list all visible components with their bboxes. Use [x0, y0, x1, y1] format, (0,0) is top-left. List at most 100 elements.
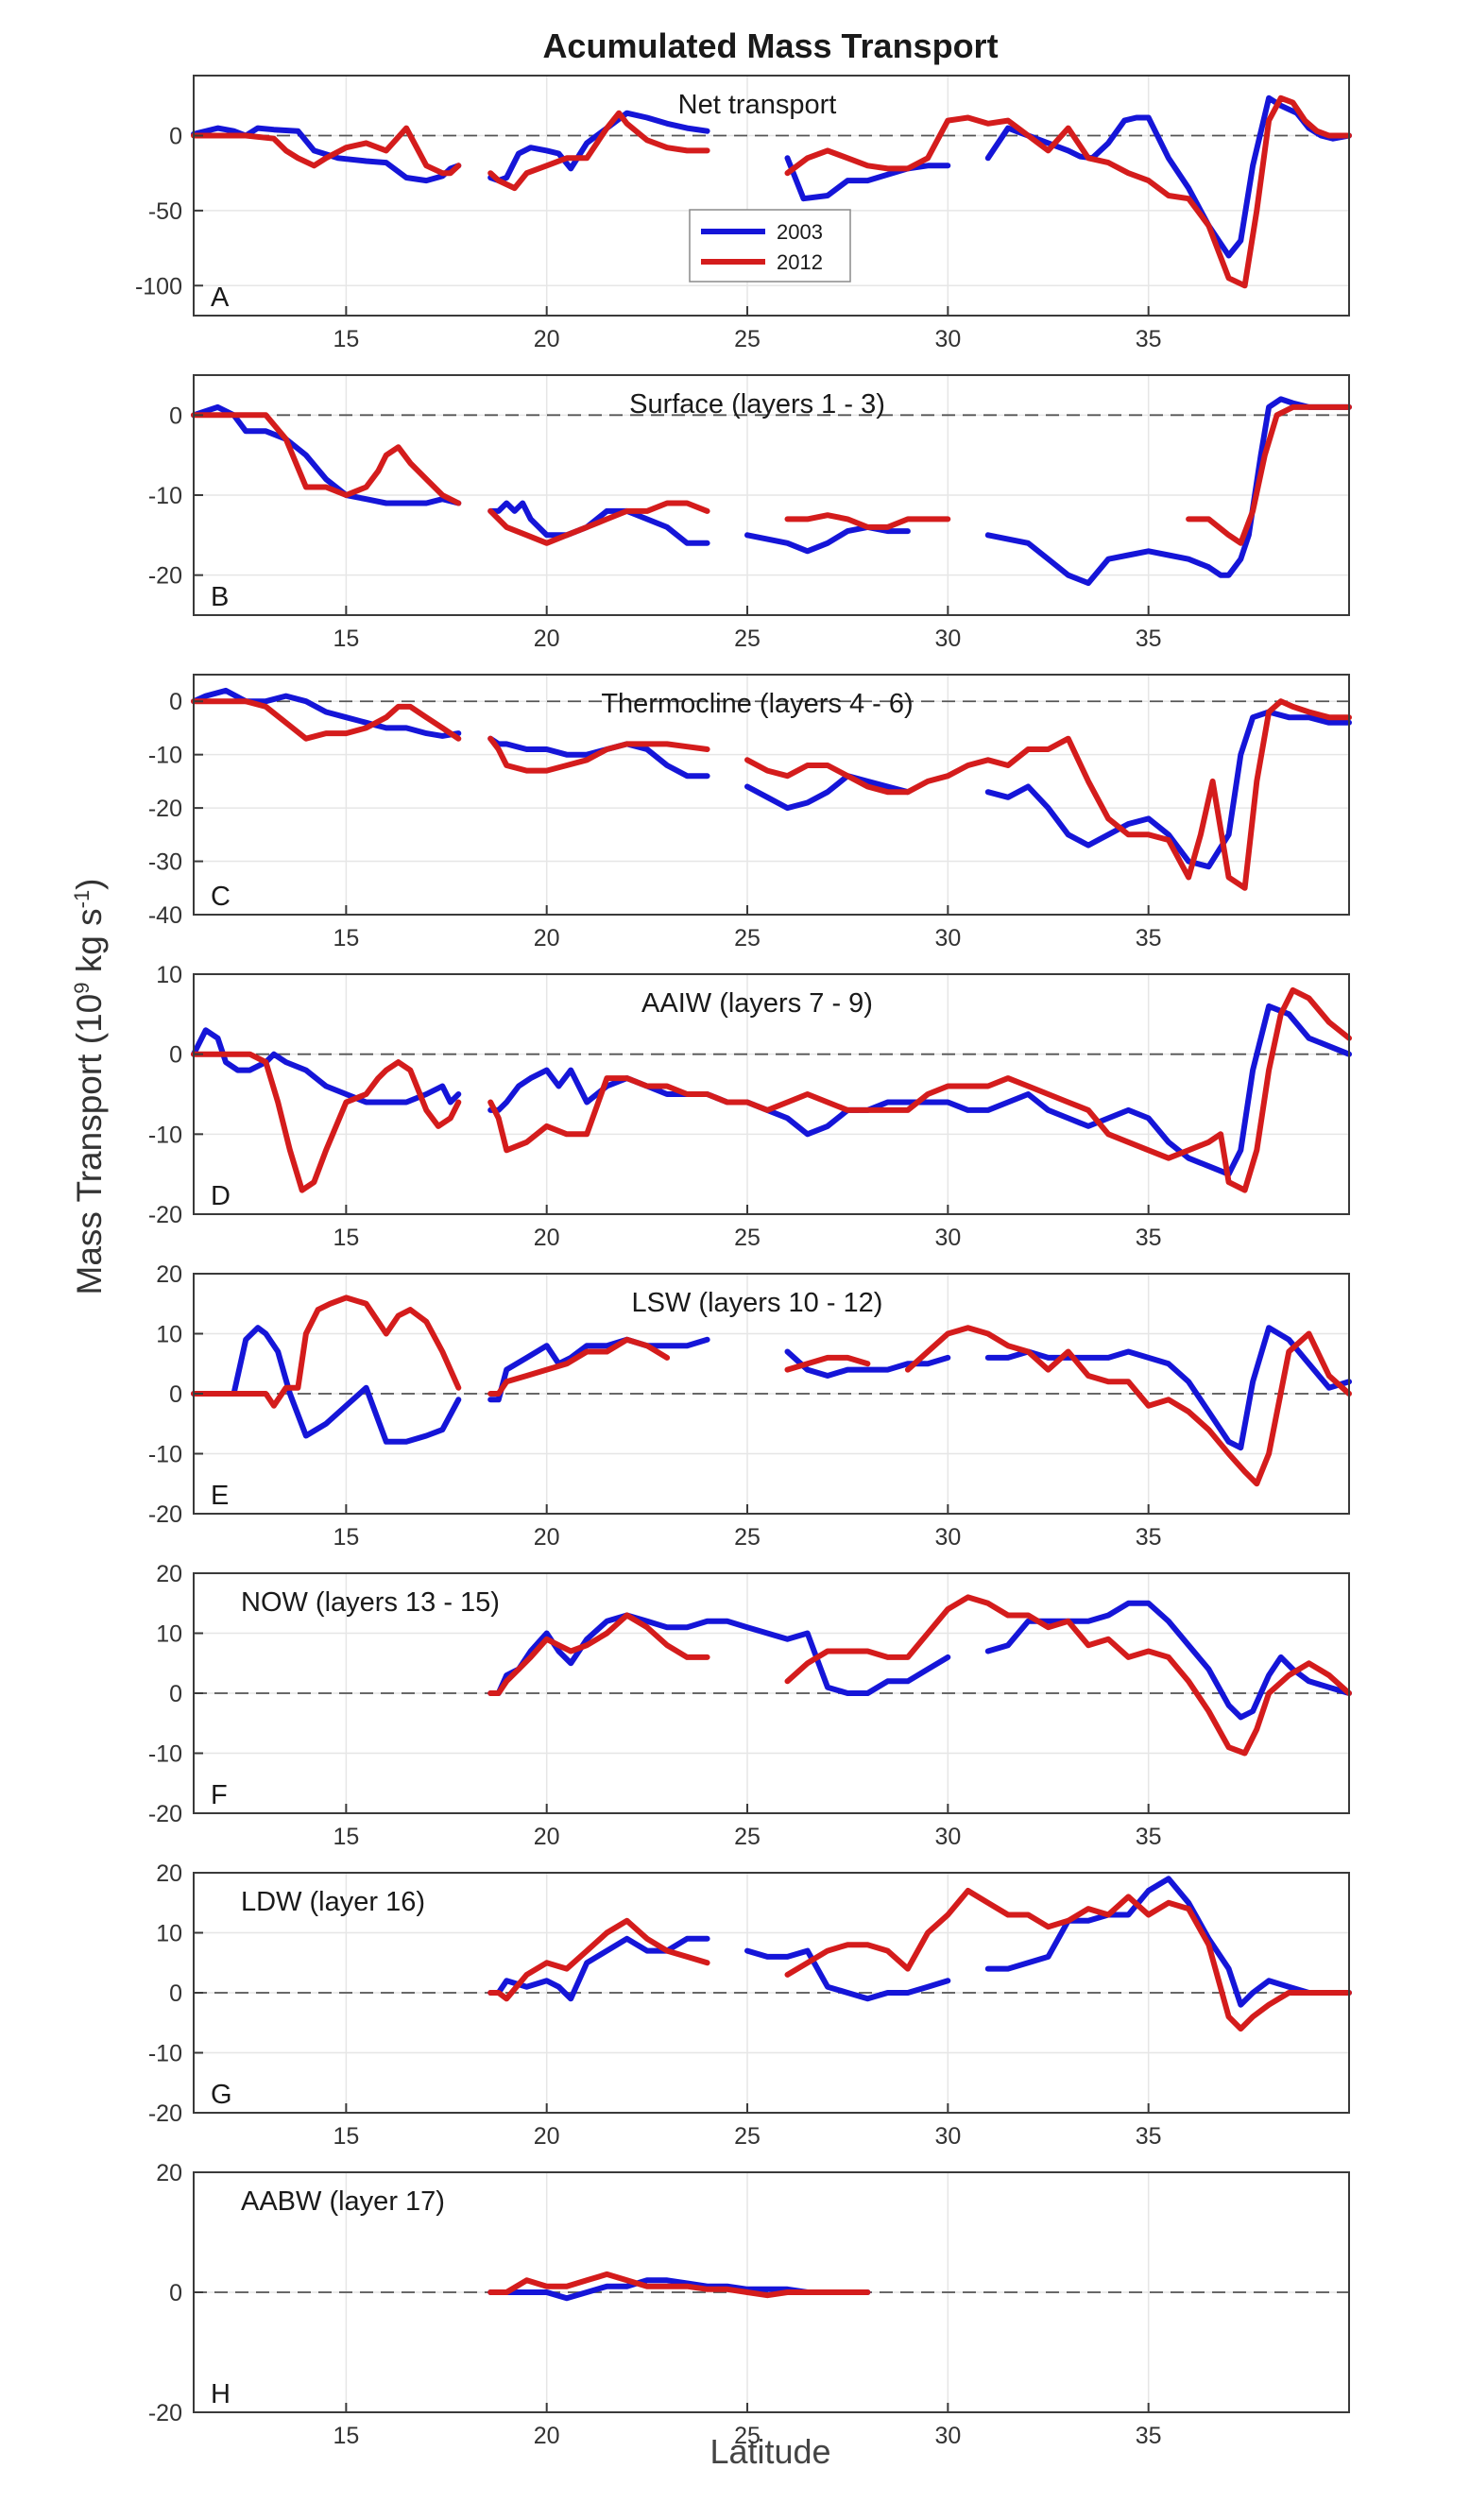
y-tick-label: 10	[156, 1621, 182, 1648]
series-line-2012	[487, 1888, 1352, 2032]
x-tick-label: 15	[333, 1225, 359, 1251]
y-tick-label: 20	[156, 1561, 182, 1587]
y-tick-label: -20	[148, 2100, 182, 2127]
series-line-2012	[191, 698, 1352, 891]
x-tick-label: 35	[1136, 1225, 1162, 1251]
y-tick-label: 20	[156, 2160, 182, 2186]
panel-G: 15 20 25 30 35 20 10 0 -10 -20 LDW (layer 16) G	[148, 1860, 1352, 2150]
x-tick-label: 15	[333, 626, 359, 652]
y-tick-label: 0	[169, 1042, 182, 1069]
panel-letter: H	[211, 2379, 231, 2409]
x-tick-label: 35	[1136, 1824, 1162, 1850]
y-tick-label: -40	[148, 902, 182, 929]
legend: 2003 2012	[689, 209, 851, 283]
plot-area	[194, 974, 1349, 1214]
y-tick-label: -30	[148, 849, 182, 876]
x-tick-label: 20	[534, 326, 560, 352]
x-tick-label: 25	[734, 925, 761, 951]
series-line-2012	[191, 1294, 1352, 1487]
panel-letter: E	[211, 1481, 229, 1511]
x-tick-label: 35	[1136, 626, 1162, 652]
y-tick-label: -10	[148, 1741, 182, 1768]
panel-C: 15 20 25 30 35 0 -10 -20 -30 -40 Thermocline (laye…	[148, 674, 1352, 951]
legend-entry: 2003	[777, 220, 823, 244]
panel-title: LDW (layer 16)	[241, 1887, 425, 1917]
x-tick-label: 35	[1136, 925, 1162, 951]
series-line-2003	[191, 1003, 1352, 1177]
x-tick-label: 20	[534, 2123, 560, 2150]
panel-A: 15 20 25 30 35 0 -50 -100 Net transport A 2003 2012	[135, 75, 1352, 352]
y-tick-label: 0	[169, 403, 182, 429]
y-tick-label: 20	[156, 1261, 182, 1288]
y-tick-label: -10	[148, 483, 182, 509]
x-tick-label: 15	[333, 2123, 359, 2150]
y-tick-label: 20	[156, 1860, 182, 1887]
x-tick-label: 20	[534, 626, 560, 652]
series-line-2012	[191, 94, 1352, 289]
x-tick-label: 25	[734, 626, 761, 652]
x-tick-label: 25	[734, 1225, 761, 1251]
panel-letter: B	[211, 582, 229, 612]
axes-frame	[193, 75, 1350, 317]
panel-title: LSW (layers 10 - 12)	[632, 1288, 883, 1318]
y-tick-label: -20	[148, 1801, 182, 1827]
panel-F: 15 20 25 30 35 20 10 0 -10 -20 NOW (layers 13 - 15…	[148, 1561, 1352, 1850]
legend-box	[689, 209, 851, 283]
y-tick-label: -100	[135, 273, 182, 300]
x-tick-label: 20	[534, 2423, 560, 2449]
x-tick-label: 20	[534, 1524, 560, 1551]
x-tick-label: 30	[934, 925, 961, 951]
x-tick-label: 15	[333, 2423, 359, 2449]
axes-frame	[193, 674, 1350, 916]
panel-H: 15 20 25 30 35 20 0 -20 AABW (layer 17) H	[148, 2160, 1349, 2449]
figure-title: Acumulated Mass Transport	[542, 26, 999, 65]
x-tick-label: 20	[534, 1824, 560, 1850]
x-tick-label: 30	[934, 1824, 961, 1850]
y-tick-label: 10	[156, 1921, 182, 1947]
series-line-2012	[487, 1594, 1352, 1757]
panel-title: Net transport	[678, 90, 837, 120]
y-tick-label: -20	[148, 563, 182, 590]
y-tick-label: -20	[148, 796, 182, 822]
y-tick-label: 0	[169, 1980, 182, 2007]
y-tick-label: -20	[148, 2400, 182, 2426]
y-tick-label: 0	[169, 689, 182, 715]
x-tick-label: 20	[534, 925, 560, 951]
x-tick-label: 35	[1136, 1524, 1162, 1551]
series-line-2003	[191, 1325, 1352, 1451]
series-line-2012	[191, 403, 1352, 546]
panel-D: 15 20 25 30 35 10 0 -10 -20 AAIW (layers 7 - 9) D	[148, 962, 1352, 1251]
panel-title: NOW (layers 13 - 15)	[241, 1587, 500, 1618]
panel-letter: G	[211, 2080, 232, 2110]
x-tick-label: 30	[934, 1524, 961, 1551]
x-tick-label: 35	[1136, 326, 1162, 352]
series-line-2003	[191, 687, 1352, 870]
x-tick-label: 15	[333, 1524, 359, 1551]
y-tick-label: -20	[148, 1501, 182, 1528]
x-tick-label: 25	[734, 1824, 761, 1850]
series-line-2003	[191, 94, 1352, 259]
y-tick-label: 0	[169, 124, 182, 150]
y-tick-label: 0	[169, 1681, 182, 1707]
series-line-2003	[487, 1600, 1352, 1721]
axes-frame	[193, 973, 1350, 1215]
y-tick-label: -10	[148, 1122, 182, 1148]
y-tick-label: -10	[148, 1442, 182, 1468]
x-tick-label: 25	[734, 2423, 761, 2449]
x-tick-label: 30	[934, 2123, 961, 2150]
panel-title: AAIW (layers 7 - 9)	[641, 988, 873, 1019]
y-tick-label: 0	[169, 1381, 182, 1408]
x-tick-label: 30	[934, 626, 961, 652]
x-tick-label: 25	[734, 1524, 761, 1551]
x-tick-label: 25	[734, 326, 761, 352]
x-tick-label: 35	[1136, 2123, 1162, 2150]
x-axis-label: Latitude	[709, 2432, 831, 2471]
x-tick-label: 30	[934, 326, 961, 352]
panel-letter: C	[211, 882, 231, 912]
panel-letter: A	[211, 283, 230, 313]
y-tick-label: 10	[156, 1322, 182, 1348]
panel-title: AABW (layer 17)	[241, 2186, 445, 2217]
y-tick-label: -50	[148, 198, 182, 225]
panel-title: Thermocline (layers 4 - 6)	[601, 689, 913, 719]
